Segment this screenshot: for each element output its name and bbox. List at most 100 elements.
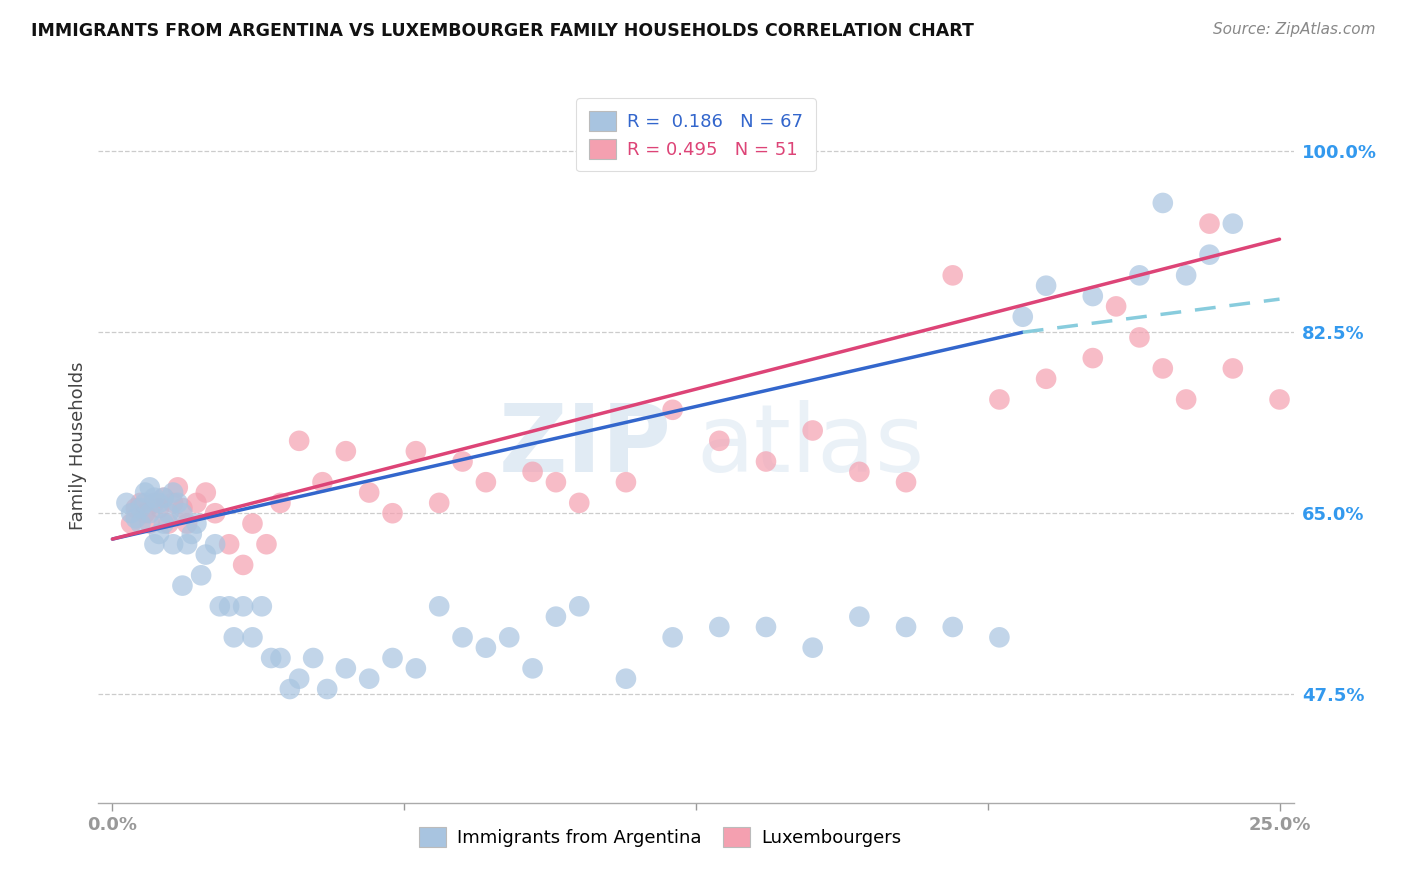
Point — [208, 599, 231, 614]
Point — [709, 434, 731, 448]
Point — [152, 516, 174, 531]
Point — [1175, 392, 1198, 407]
Text: ZIP: ZIP — [499, 400, 672, 492]
Point — [172, 506, 194, 520]
Point — [162, 537, 184, 551]
Y-axis label: Family Households: Family Households — [69, 362, 87, 530]
Point — [544, 609, 567, 624]
Point — [381, 506, 404, 520]
Point — [568, 496, 591, 510]
Point — [176, 516, 198, 531]
Point — [1081, 351, 1104, 365]
Point — [152, 491, 174, 505]
Point — [988, 392, 1011, 407]
Point — [302, 651, 325, 665]
Point — [1035, 278, 1057, 293]
Point — [139, 506, 162, 520]
Point — [176, 537, 198, 551]
Point — [427, 599, 450, 614]
Point — [316, 681, 339, 696]
Point — [120, 516, 142, 531]
Point — [260, 651, 283, 665]
Point — [1105, 299, 1128, 313]
Point — [186, 496, 208, 510]
Point — [157, 516, 180, 531]
Point — [172, 579, 194, 593]
Point — [148, 501, 170, 516]
Point — [359, 672, 381, 686]
Point — [129, 496, 152, 510]
Point — [359, 485, 381, 500]
Point — [522, 661, 544, 675]
Point — [157, 506, 180, 520]
Point — [162, 485, 184, 500]
Point — [475, 640, 498, 655]
Point — [134, 496, 156, 510]
Point — [148, 496, 170, 510]
Point — [988, 630, 1011, 644]
Point — [143, 537, 166, 551]
Point — [190, 568, 212, 582]
Point — [544, 475, 567, 490]
Point — [139, 480, 162, 494]
Point — [143, 496, 166, 510]
Point — [848, 465, 870, 479]
Point — [288, 672, 311, 686]
Point — [1222, 217, 1244, 231]
Point — [848, 609, 870, 624]
Point — [250, 599, 273, 614]
Point — [1175, 268, 1198, 283]
Point — [120, 506, 142, 520]
Point — [186, 516, 208, 531]
Point — [801, 424, 824, 438]
Point — [180, 527, 202, 541]
Point — [475, 475, 498, 490]
Point — [256, 537, 278, 551]
Point — [614, 672, 637, 686]
Point — [661, 630, 683, 644]
Point — [335, 444, 357, 458]
Point — [218, 599, 240, 614]
Point — [139, 516, 162, 531]
Point — [166, 496, 188, 510]
Point — [204, 506, 226, 520]
Point — [222, 630, 245, 644]
Point — [162, 496, 184, 510]
Point — [278, 681, 301, 696]
Point — [335, 661, 357, 675]
Point — [405, 661, 427, 675]
Point — [1268, 392, 1291, 407]
Point — [451, 630, 474, 644]
Point — [129, 516, 152, 531]
Point — [709, 620, 731, 634]
Point — [218, 537, 240, 551]
Point — [942, 268, 965, 283]
Point — [427, 496, 450, 510]
Point — [125, 501, 148, 516]
Point — [894, 620, 917, 634]
Point — [801, 640, 824, 655]
Point — [614, 475, 637, 490]
Point — [1011, 310, 1033, 324]
Point — [522, 465, 544, 479]
Point — [894, 475, 917, 490]
Point — [148, 527, 170, 541]
Point — [311, 475, 333, 490]
Point — [143, 491, 166, 505]
Point — [568, 599, 591, 614]
Text: IMMIGRANTS FROM ARGENTINA VS LUXEMBOURGER FAMILY HOUSEHOLDS CORRELATION CHART: IMMIGRANTS FROM ARGENTINA VS LUXEMBOURGE… — [31, 22, 974, 40]
Point — [194, 485, 217, 500]
Point — [115, 496, 138, 510]
Point — [451, 454, 474, 468]
Point — [755, 620, 778, 634]
Point — [242, 516, 264, 531]
Point — [1128, 268, 1150, 283]
Point — [1222, 361, 1244, 376]
Point — [498, 630, 520, 644]
Point — [152, 491, 174, 505]
Point — [755, 454, 778, 468]
Point — [1152, 361, 1174, 376]
Point — [1128, 330, 1150, 344]
Point — [405, 444, 427, 458]
Point — [204, 537, 226, 551]
